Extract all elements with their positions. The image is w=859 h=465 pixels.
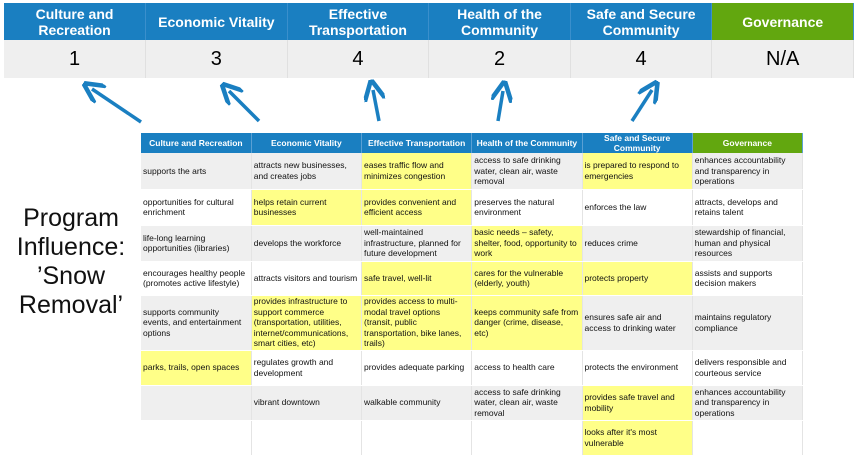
- table-cell: protects property: [582, 261, 693, 296]
- table-cell: attracts, develops and retains talent: [692, 189, 804, 226]
- summary-header: Effective Transportation: [287, 3, 430, 40]
- table-cell: eases traffic flow and minimizes congest…: [361, 153, 473, 190]
- column-header: Governance: [692, 133, 804, 153]
- table-row: parks, trails, open spaces regulates grow…: [141, 350, 804, 386]
- table-cell: [141, 385, 252, 421]
- table-cell: attracts new businesses, and creates job…: [251, 153, 363, 190]
- table-cell: attracts visitors and tourism: [251, 261, 363, 296]
- table-cell: access to safe drinking water, clean air…: [471, 385, 583, 421]
- label-line: Removal’: [18, 291, 124, 319]
- table-cell: well-maintained infrastructure, planned …: [361, 225, 473, 262]
- summary-value: 2: [428, 40, 571, 78]
- table-cell: access to health care: [471, 350, 583, 386]
- summary-value: 3: [145, 40, 288, 78]
- table-cell: encourages healthy people (promotes acti…: [141, 261, 252, 296]
- table-cell: [692, 420, 804, 456]
- column-header: Health of the Community: [471, 133, 583, 153]
- arrow-icon: [373, 90, 379, 122]
- table-cell: [471, 420, 583, 456]
- table-cell: is prepared to respond to emergencies: [582, 153, 693, 190]
- table-cell: develops the workforce: [251, 225, 363, 262]
- table-cell: parks, trails, open spaces: [141, 350, 252, 386]
- table-cell: vibrant downtown: [251, 385, 363, 421]
- table-cell: cares for the vulnerable (elderly, youth…: [471, 261, 583, 296]
- table-cell: delivers responsible and courteous servi…: [692, 350, 804, 386]
- table-cell: supports the arts: [141, 153, 252, 190]
- table-cell: provides convenient and efficient access: [361, 189, 473, 226]
- label-line: ’Snow: [36, 262, 106, 290]
- summary-value: 4: [287, 40, 430, 78]
- criteria-table: Culture and Recreation Economic Vitality E…: [141, 133, 804, 456]
- table-cell: provides access to multi-modal travel op…: [361, 295, 473, 351]
- table-cell: looks after it's most vulnerable: [582, 420, 693, 456]
- summary-table: Culture and Recreation Economic Vitality E…: [4, 3, 854, 78]
- table-cell: enforces the law: [582, 189, 693, 226]
- arrow-icon: [630, 90, 652, 122]
- table-cell: [361, 420, 473, 456]
- summary-header: Safe and Secure Community: [570, 3, 713, 40]
- table-cell: keeps community safe from danger (crime,…: [471, 295, 583, 351]
- table-cell: ensures safe air and access to drinking …: [582, 295, 693, 351]
- table-cell: supports community events, and entertain…: [141, 295, 252, 351]
- summary-value: N/A: [711, 40, 854, 78]
- table-cell: stewardship of financial, human and phys…: [692, 225, 804, 262]
- program-influence-label: Program Influence: ’Snow Removal’: [0, 204, 142, 320]
- label-line: Program: [23, 204, 119, 232]
- summary-header: Culture and Recreation: [4, 3, 147, 40]
- table-cell: enhances accountability and transparency…: [692, 153, 804, 190]
- table-cell: safe travel, well-lit: [361, 261, 473, 296]
- summary-value: 1: [4, 40, 147, 78]
- summary-value: 4: [570, 40, 713, 78]
- column-header: Safe and Secure Community: [582, 133, 693, 153]
- table-cell: opportunities for cultural enrichment: [141, 189, 252, 226]
- table-row: encourages healthy people (promotes acti…: [141, 261, 804, 296]
- arrow-icon: [229, 91, 261, 123]
- column-header: Economic Vitality: [251, 133, 363, 153]
- column-header: Culture and Recreation: [141, 133, 252, 153]
- table-cell: helps retain current businesses: [251, 189, 363, 226]
- table-cell: maintains regulatory compliance: [692, 295, 804, 351]
- arrow-icon: [498, 91, 503, 122]
- table-cell: regulates growth and development: [251, 350, 363, 386]
- table-cell: preserves the natural environment: [471, 189, 583, 226]
- arrow-icon: [92, 89, 142, 124]
- table-cell: assists and supports decision makers: [692, 261, 804, 296]
- table-row: life-long learning opportunities (librar…: [141, 225, 804, 262]
- table-cell: protects the environment: [582, 350, 693, 386]
- table-cell: provides adequate parking: [361, 350, 473, 386]
- table-cell: reduces crime: [582, 225, 693, 262]
- summary-header: Governance: [711, 3, 854, 40]
- table-row: looks after it's most vulnerable: [141, 420, 804, 456]
- label-line: Influence:: [16, 233, 126, 261]
- table-cell: life-long learning opportunities (librar…: [141, 225, 252, 262]
- table-cell: basic needs – safety, shelter, food, opp…: [471, 225, 583, 262]
- summary-header: Health of the Community: [428, 3, 571, 40]
- table-row: supports the arts attracts new businesses…: [141, 153, 804, 190]
- table-row: vibrant downtown walkable community access…: [141, 385, 804, 421]
- summary-header: Economic Vitality: [145, 3, 288, 40]
- column-header: Effective Transportation: [361, 133, 473, 153]
- table-row: supports community events, and entertain…: [141, 295, 804, 351]
- table-cell: walkable community: [361, 385, 473, 421]
- table-cell: provides infrastructure to support comme…: [251, 295, 363, 351]
- table-cell: provides safe travel and mobility: [582, 385, 693, 421]
- table-row: opportunities for cultural enrichment hel…: [141, 189, 804, 226]
- table-cell: [251, 420, 363, 456]
- table-cell: [141, 420, 252, 456]
- table-cell: enhances accountability and transparency…: [692, 385, 804, 421]
- table-cell: access to safe drinking water, clean air…: [471, 153, 583, 190]
